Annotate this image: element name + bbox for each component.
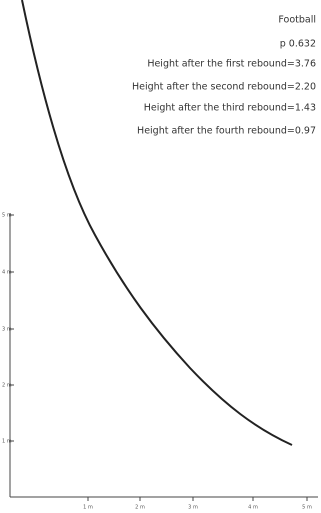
result-line: Height after the second rebound=2.20 [132, 82, 316, 93]
info-panel: Football p 0.632 Height after the first … [132, 15, 316, 137]
p-value: p 0.632 [280, 39, 316, 50]
height-curve [21, 0, 293, 446]
x-tick-label: 5 m [302, 505, 312, 511]
y-tick-label: 1 m [2, 439, 12, 445]
x-tick-label: 1 m [83, 505, 93, 511]
title: Football [278, 15, 316, 26]
y-ticks: 5 m 4 m 3 m 2 m 1 m [2, 213, 14, 445]
y-tick-label: 3 m [2, 327, 12, 333]
y-tick-label: 2 m [2, 383, 12, 389]
result-line: Height after the fourth rebound=0.97 [137, 126, 316, 137]
x-ticks: 1 m 2 m 3 m 4 m 5 m [83, 497, 312, 511]
x-tick-label: 2 m [135, 505, 145, 511]
y-tick-label: 4 m [2, 270, 12, 276]
x-tick-label: 4 m [248, 505, 258, 511]
x-tick-label: 3 m [188, 505, 198, 511]
result-line: Height after the first rebound=3.76 [147, 59, 316, 70]
result-line: Height after the third rebound=1.43 [144, 103, 316, 114]
y-tick-label: 5 m [2, 213, 12, 219]
